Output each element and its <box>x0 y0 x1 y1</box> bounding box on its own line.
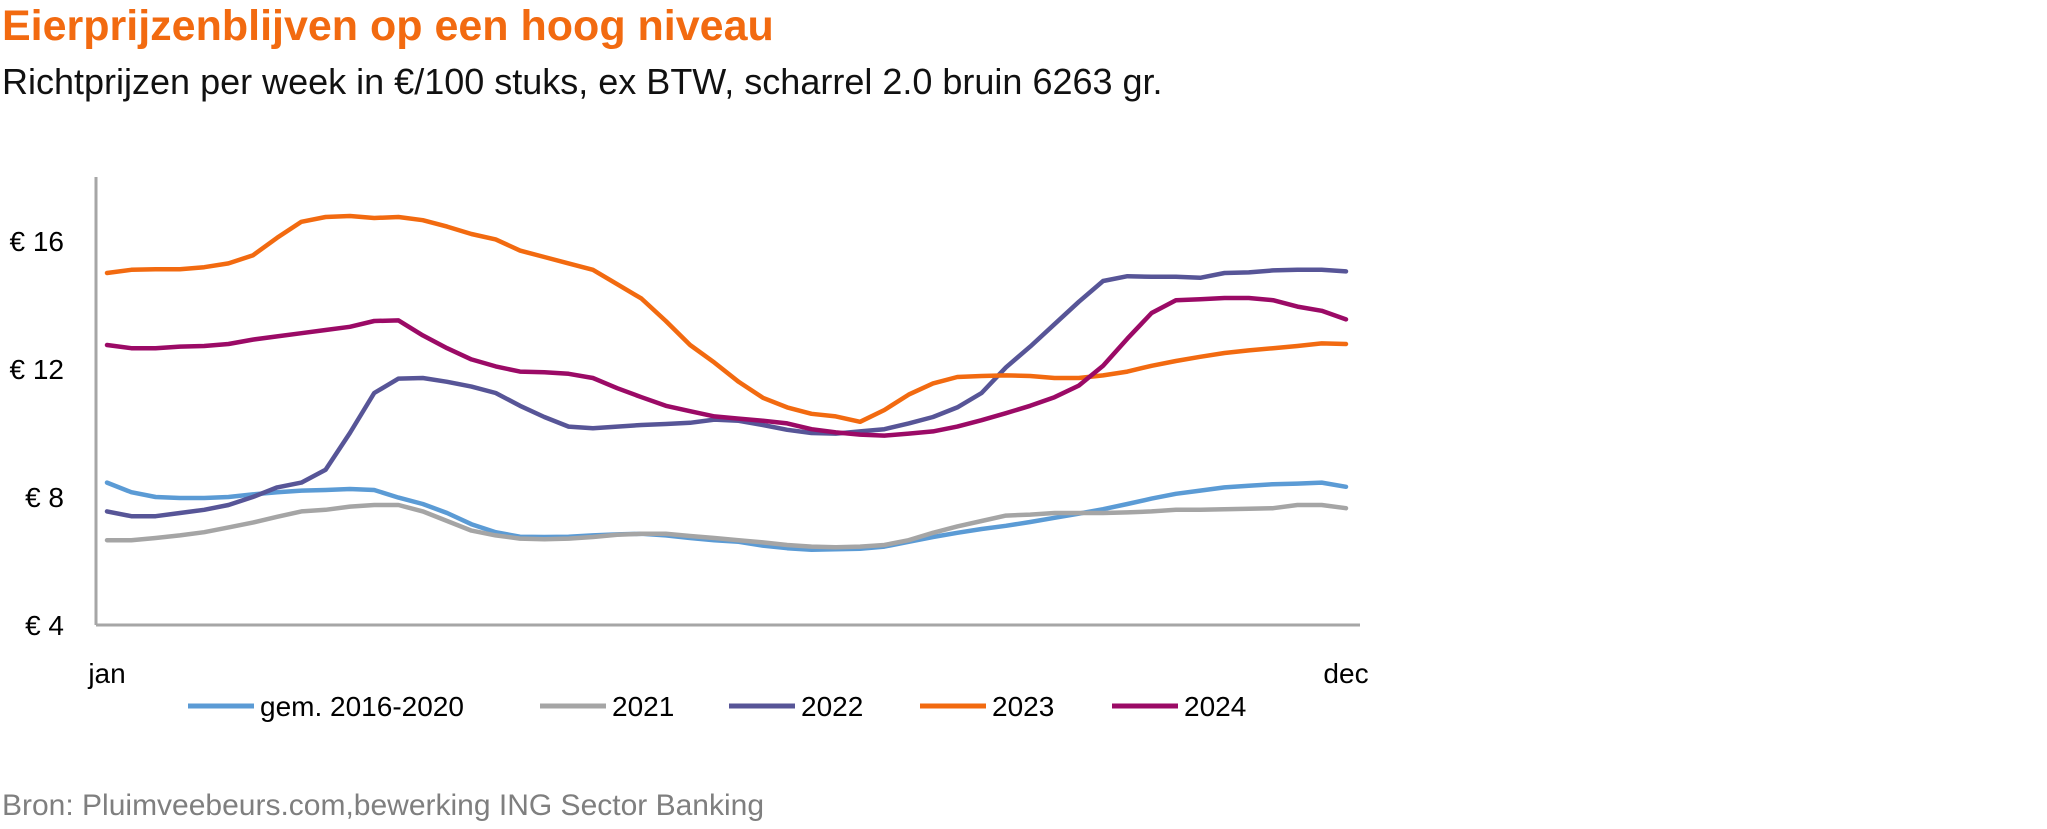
legend-label: 2021 <box>612 691 674 722</box>
chart-subtitle: Richtprijzen per week in €/100 stuks, ex… <box>2 61 1163 102</box>
y-tick-group: € 4 € 8 € 12 € 16 <box>10 226 65 641</box>
y-tick-label: € 16 <box>10 226 65 257</box>
legend: gem. 2016-2020 2021 2022 2023 2024 <box>188 691 1246 722</box>
series-line-2024 <box>104 295 1349 438</box>
source-note: Bron: Pluimveebeurs.com,bewerking ING Se… <box>2 789 764 822</box>
series-line-2022 <box>104 267 1349 519</box>
plot-area: € 4 € 8 € 12 € 16 jan dec <box>10 177 1369 689</box>
series-line-2021 <box>104 502 1349 550</box>
series-group <box>104 213 1349 553</box>
legend-label: 2024 <box>1184 691 1246 722</box>
x-tick-label: dec <box>1323 658 1368 689</box>
y-tick-label: € 4 <box>25 610 64 641</box>
legend-label: 2022 <box>801 691 863 722</box>
x-tick-label: jan <box>87 658 125 689</box>
legend-label: gem. 2016-2020 <box>260 691 464 722</box>
chart-title: Eierprijzenblijven op een hoog niveau <box>2 2 774 50</box>
x-tick-group: jan dec <box>87 658 1368 689</box>
series-line-2023 <box>104 213 1349 425</box>
y-tick-label: € 8 <box>25 482 64 513</box>
legend-label: 2023 <box>992 691 1054 722</box>
y-tick-label: € 12 <box>10 354 65 385</box>
